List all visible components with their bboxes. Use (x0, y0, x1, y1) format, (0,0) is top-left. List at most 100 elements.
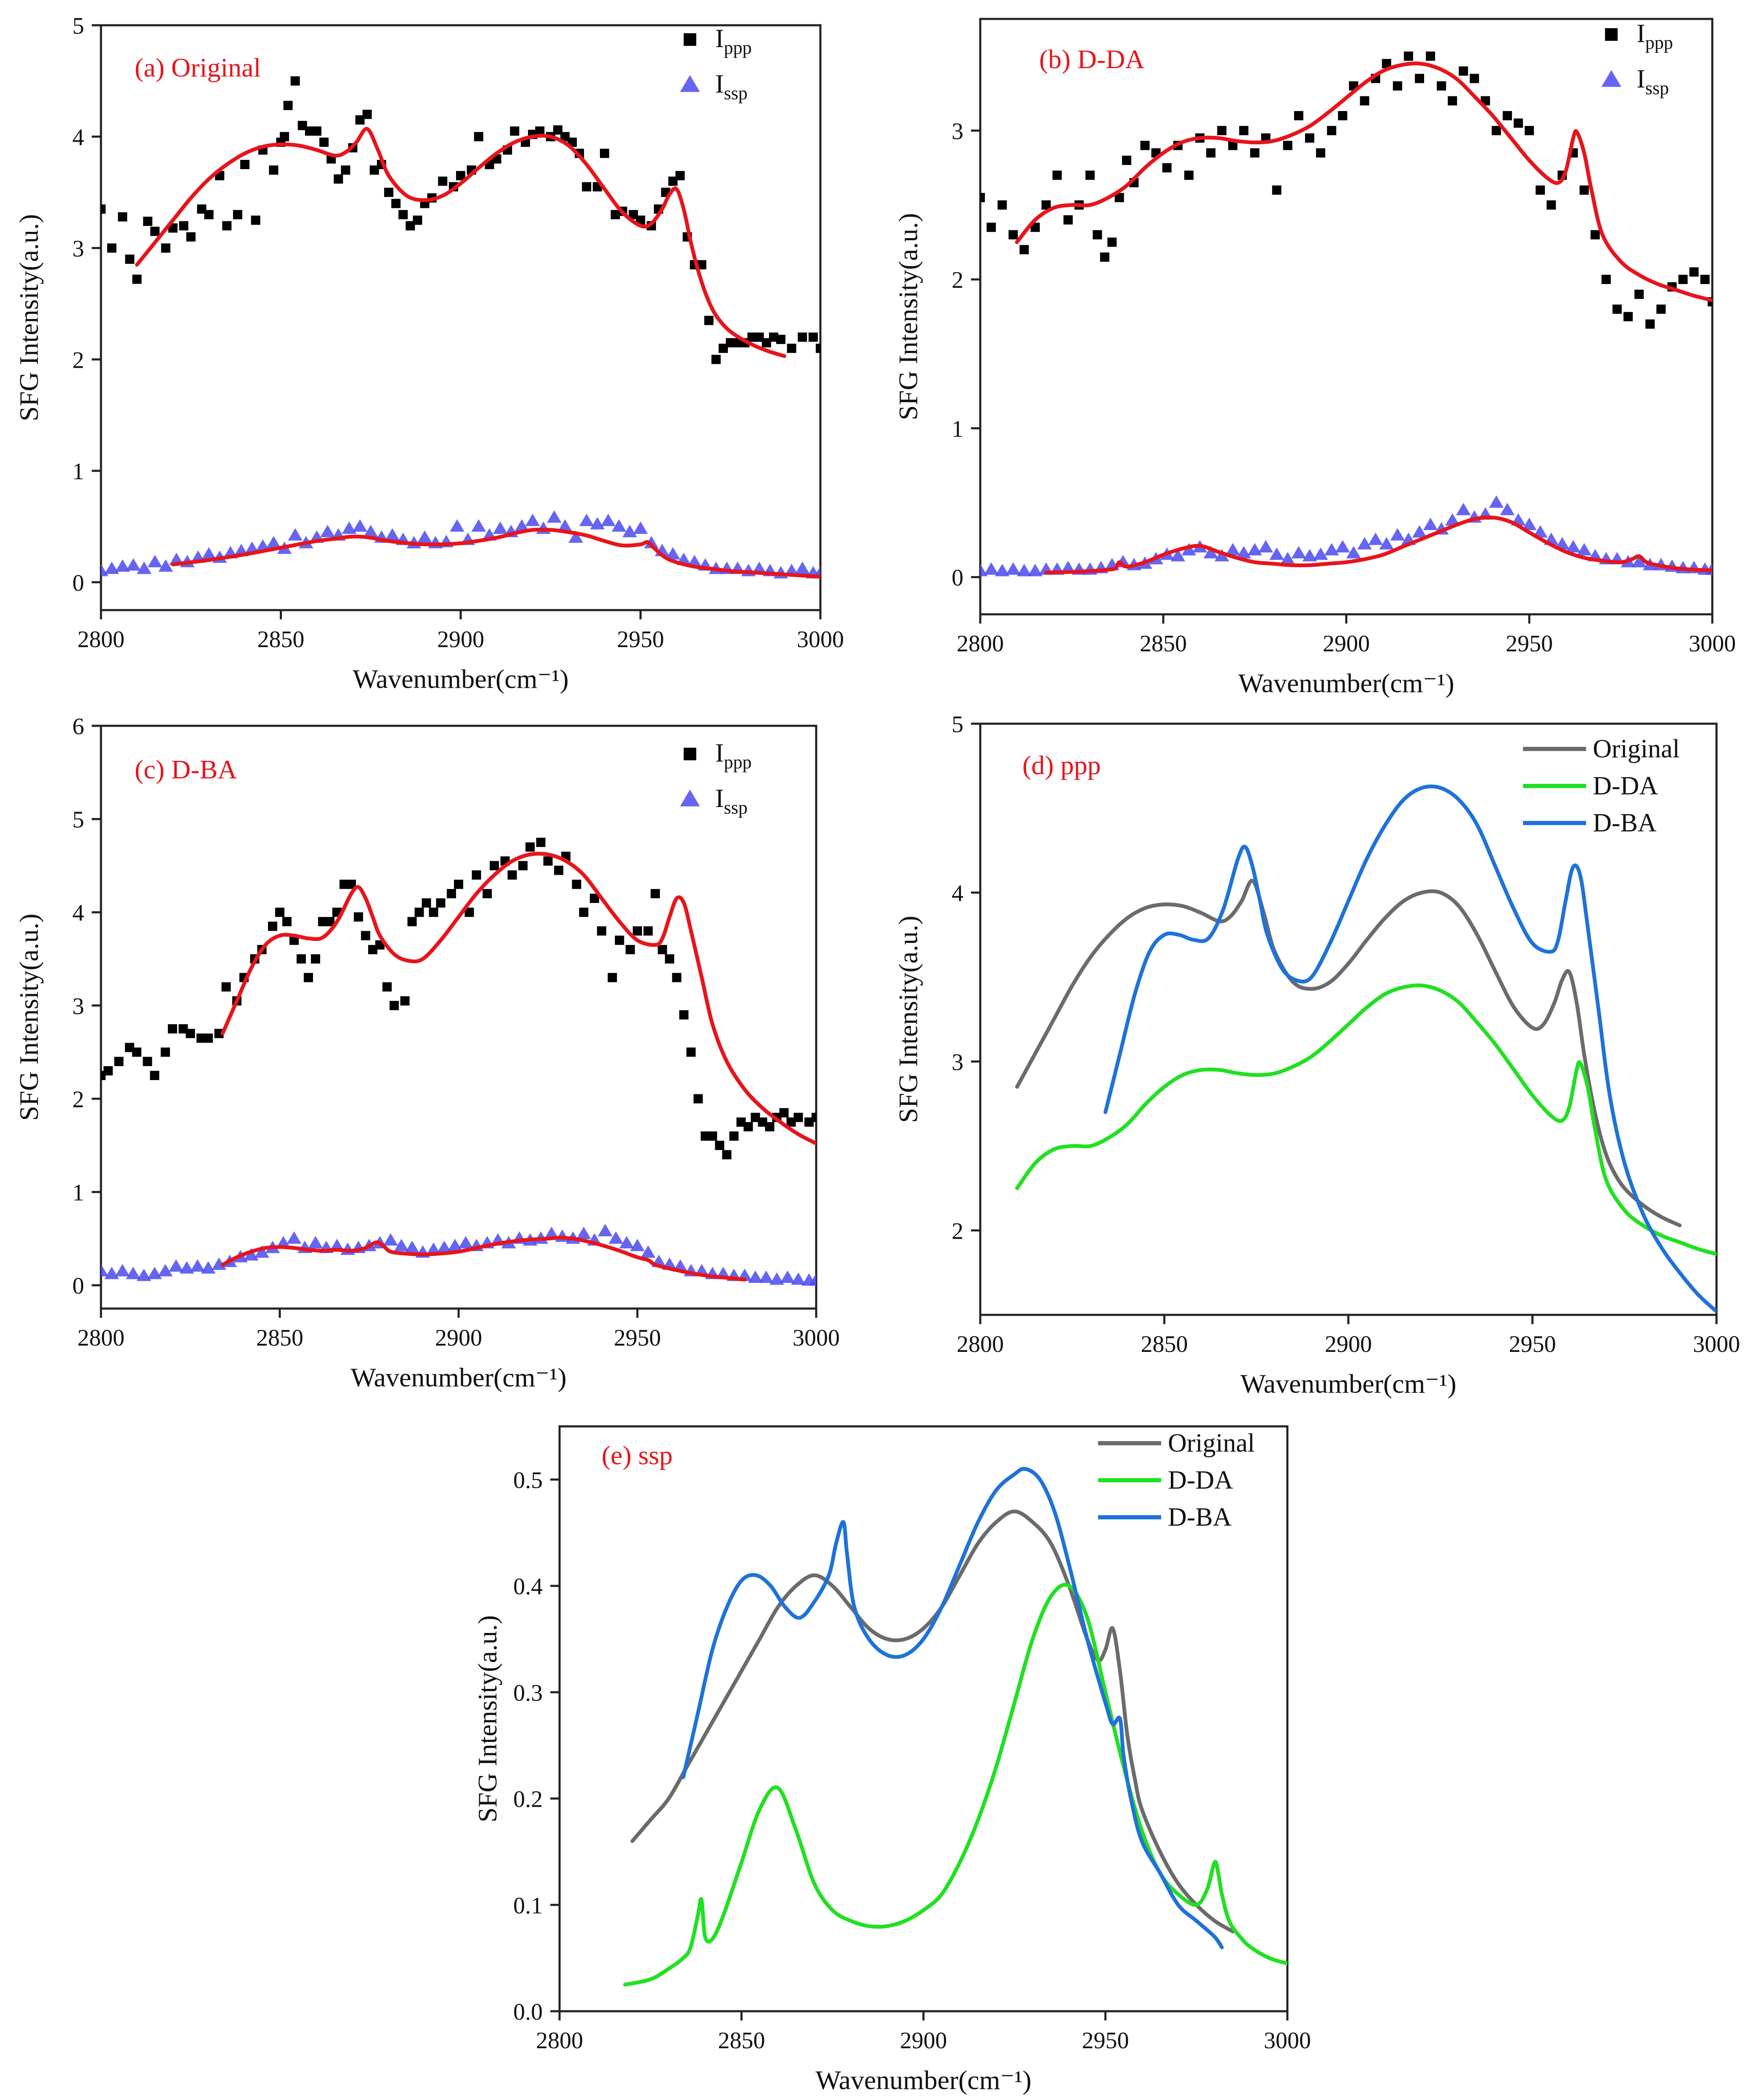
data-point (1456, 503, 1471, 515)
data-point (557, 519, 573, 532)
data-point (1041, 200, 1051, 210)
data-point (601, 513, 616, 526)
data-point (319, 138, 329, 147)
x-tick-label: 2900 (437, 627, 484, 653)
data-point (780, 1270, 795, 1283)
legend-subscript: ssp (1645, 78, 1669, 98)
data-point (1291, 546, 1306, 559)
series-line-ssp-fit (171, 528, 820, 579)
data-point (308, 1236, 323, 1249)
series-line-ppp-fit (220, 852, 816, 1146)
data-point (1236, 546, 1251, 559)
data-point (1590, 230, 1600, 239)
data-point (1181, 543, 1197, 556)
legend-item: D-DA (1523, 772, 1658, 800)
data-point (1017, 564, 1032, 576)
data-point (1280, 552, 1295, 565)
x-tick-label: 2900 (1323, 631, 1370, 657)
data-point (554, 865, 563, 875)
panel-title: (b) D-DA (1039, 44, 1145, 74)
data-point (132, 274, 142, 284)
data-point (289, 935, 299, 945)
data-point (447, 889, 456, 898)
data-point (143, 216, 153, 226)
y-tick-label: 1 (72, 459, 84, 485)
data-point (679, 1010, 689, 1019)
data-point (353, 519, 367, 532)
data-point (608, 1231, 623, 1244)
data-point (1203, 546, 1218, 559)
x-tick-label: 2950 (617, 627, 664, 653)
data-point (1491, 126, 1501, 135)
data-point (275, 908, 284, 917)
data-point (644, 536, 659, 549)
data-point (136, 1269, 151, 1281)
data-point (179, 221, 188, 231)
data-point (1107, 237, 1117, 247)
y-axis-label: SFG Intensity(a.u.) (472, 1615, 502, 1822)
data-point (719, 343, 728, 353)
series-line-d-da (1015, 983, 1717, 1256)
panel-a: 2800 2850 2900 2950 3000 0 1 2 3 4 5 Wavenumber(cm⁻… (14, 13, 844, 694)
data-point (1140, 141, 1150, 150)
data-point (791, 1272, 806, 1285)
data-point (629, 210, 638, 220)
series-line-d-da (623, 1583, 1287, 1987)
data-point (658, 945, 667, 954)
x-tick-label: 2950 (1509, 1331, 1556, 1357)
data-point (266, 536, 281, 549)
legend-label: Ippp (715, 24, 752, 58)
data-point (543, 856, 553, 866)
panel-c: 2800 2850 2900 2950 3000 0 1 2 3 4 5 6 Wavenumber(cm… (14, 714, 840, 1392)
y-tick-label: 0.1 (513, 1893, 543, 1919)
legend: Ippp Issp (680, 739, 752, 818)
data-point (385, 528, 400, 541)
data-point (1313, 547, 1328, 560)
data-point (143, 1057, 152, 1066)
data-point (464, 908, 474, 917)
y-tick-label: 0.3 (513, 1680, 543, 1706)
data-point (1393, 81, 1402, 91)
data-point (204, 210, 214, 220)
data-point (341, 165, 350, 175)
data-point (437, 1240, 452, 1253)
data-point (297, 954, 306, 964)
data-point (318, 917, 327, 927)
data-point (398, 210, 408, 220)
data-point (1283, 141, 1292, 150)
data-point (1645, 319, 1655, 329)
data-point (798, 332, 807, 342)
legend-subscript: ppp (1645, 32, 1673, 53)
series-line-ssp-fit (1044, 515, 1712, 575)
data-point (190, 1259, 205, 1272)
data-point (704, 316, 714, 325)
data-point (390, 1001, 399, 1010)
data-point (1085, 170, 1095, 180)
y-tick-label: 0 (952, 565, 963, 591)
data-point (630, 1239, 645, 1251)
plot-area (101, 838, 816, 1286)
data-point (641, 1245, 655, 1258)
data-point (1122, 156, 1131, 165)
legend-item: Ippp (1605, 19, 1673, 53)
data-point (186, 232, 196, 242)
data-point (483, 889, 492, 898)
data-point (1579, 185, 1589, 195)
data-point (204, 1033, 213, 1043)
data-point (1335, 540, 1350, 552)
data-point (1708, 297, 1712, 307)
x-tick-label: 2900 (435, 1325, 482, 1351)
data-point (1445, 513, 1460, 526)
y-axis-label: SFG Intensity(a.u.) (14, 214, 44, 421)
y-tick-label: 3 (952, 1049, 963, 1075)
plot-frame (979, 18, 1714, 616)
x-tick-label: 2800 (957, 1331, 1004, 1357)
data-point (1566, 540, 1581, 552)
legend-item: D-BA (1523, 809, 1657, 837)
data-point (615, 935, 624, 945)
series-line-d-ba (1104, 784, 1717, 1314)
panel-title: (a) Original (135, 53, 261, 82)
data-point (582, 182, 592, 191)
data-point (355, 115, 365, 125)
legend-label: Original (1593, 735, 1680, 763)
